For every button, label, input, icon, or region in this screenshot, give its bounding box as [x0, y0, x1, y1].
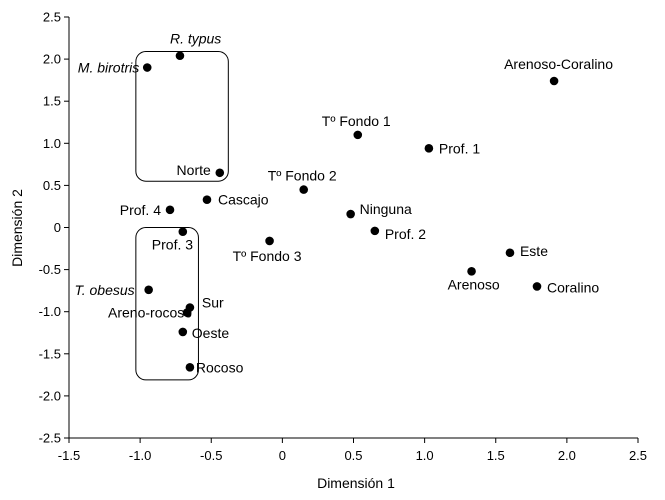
- point-t-obesus: [144, 285, 153, 295]
- label-oeste: Oeste: [192, 325, 230, 341]
- y-tick-label: 2.5: [43, 10, 61, 25]
- point-t-fondo-3: [265, 236, 274, 246]
- plot-frame: -1.5 -1.0 -0.5 0 0.5 1.0 1.5 2.0 2.5 2.5 2.0 1.5 1.0…: [39, 10, 647, 464]
- point-oeste: [178, 327, 188, 337]
- label-arenoso: Arenoso: [448, 276, 500, 292]
- x-tick-label: 0: [279, 448, 286, 463]
- y-tick-label: -2.0: [39, 388, 61, 403]
- label-coralino: Coralino: [547, 279, 599, 295]
- x-tick-label: -1.0: [129, 448, 151, 463]
- y-tick-label: 1.5: [43, 94, 61, 109]
- label-este: Este: [520, 243, 548, 259]
- label-t-fondo-3: Tº Fondo 3: [233, 248, 302, 264]
- point-t-fondo-1: [353, 130, 363, 140]
- x-tick-label: 2.0: [558, 448, 576, 463]
- label-t-fondo-2: Tº Fondo 2: [268, 168, 337, 184]
- label-prof-3: Prof. 3: [152, 237, 193, 253]
- y-axis-title: Dimensión 2: [9, 189, 25, 267]
- label-cascajo: Cascajo: [218, 192, 269, 208]
- x-axis-title: Dimensión 1: [317, 475, 395, 491]
- group-box-upper-left-cluster: [135, 51, 229, 182]
- point-prof-1: [424, 144, 434, 153]
- point-ninguna: [346, 209, 355, 219]
- point-coralino: [532, 282, 542, 291]
- label-rocoso: Rocoso: [196, 359, 244, 375]
- y-tick-label: -1.0: [39, 304, 61, 319]
- label-prof-2: Prof. 2: [385, 226, 426, 242]
- point-t-fondo-2: [299, 185, 309, 194]
- label-r-typus: R. typus: [170, 31, 221, 47]
- label-areno-rocoso: Areno-rocoso: [108, 305, 192, 321]
- point-areno-rocoso: [182, 308, 192, 317]
- data-points: [142, 51, 559, 372]
- label-prof-1: Prof. 1: [439, 140, 480, 156]
- label-arenoso-coralino: Arenoso-Coralino: [504, 56, 613, 72]
- y-tick-label: -2.5: [39, 431, 61, 446]
- y-tick-label: -0.5: [39, 262, 61, 277]
- x-tick-label: -0.5: [200, 448, 222, 463]
- point-rocoso: [185, 362, 195, 372]
- point-prof-2: [370, 226, 380, 236]
- group-boxes: [135, 51, 229, 381]
- y-tick-label: -1.5: [39, 346, 61, 361]
- group-box-lower-left-cluster: [135, 227, 199, 381]
- label-t-obesus: T. obesus: [74, 282, 134, 298]
- point-m-birotris: [142, 63, 152, 72]
- y-tick-label: 0: [54, 220, 61, 235]
- y-tick-label: 1.0: [43, 136, 61, 151]
- label-norte: Norte: [177, 162, 211, 178]
- point-prof-4: [165, 205, 175, 215]
- x-tick-label: 2.5: [629, 448, 647, 463]
- point-labels: R. typus M. birotris Norte Cascajo Prof. 4 Pr…: [74, 31, 613, 376]
- label-ninguna: Ninguna: [360, 201, 412, 217]
- label-m-birotris: M. birotris: [78, 60, 139, 76]
- y-tick-label: 2.0: [43, 52, 61, 67]
- point-cascajo: [202, 195, 212, 205]
- point-este: [505, 248, 515, 258]
- x-tick-label: 0.5: [344, 448, 362, 463]
- label-t-fondo-1: Tº Fondo 1: [322, 113, 391, 129]
- x-tick-label: -1.5: [58, 448, 80, 463]
- point-norte: [215, 168, 225, 178]
- point-arenoso-coralino: [549, 76, 559, 86]
- point-arenoso: [467, 266, 476, 276]
- point-prof-3: [178, 227, 188, 237]
- label-prof-4: Prof. 4: [120, 202, 161, 218]
- point-r-typus: [175, 51, 185, 61]
- y-tick-label: 0.5: [43, 178, 61, 193]
- label-sur: Sur: [202, 294, 224, 310]
- x-tick-label: 1.5: [487, 448, 505, 463]
- x-tick-label: 1.0: [416, 448, 434, 463]
